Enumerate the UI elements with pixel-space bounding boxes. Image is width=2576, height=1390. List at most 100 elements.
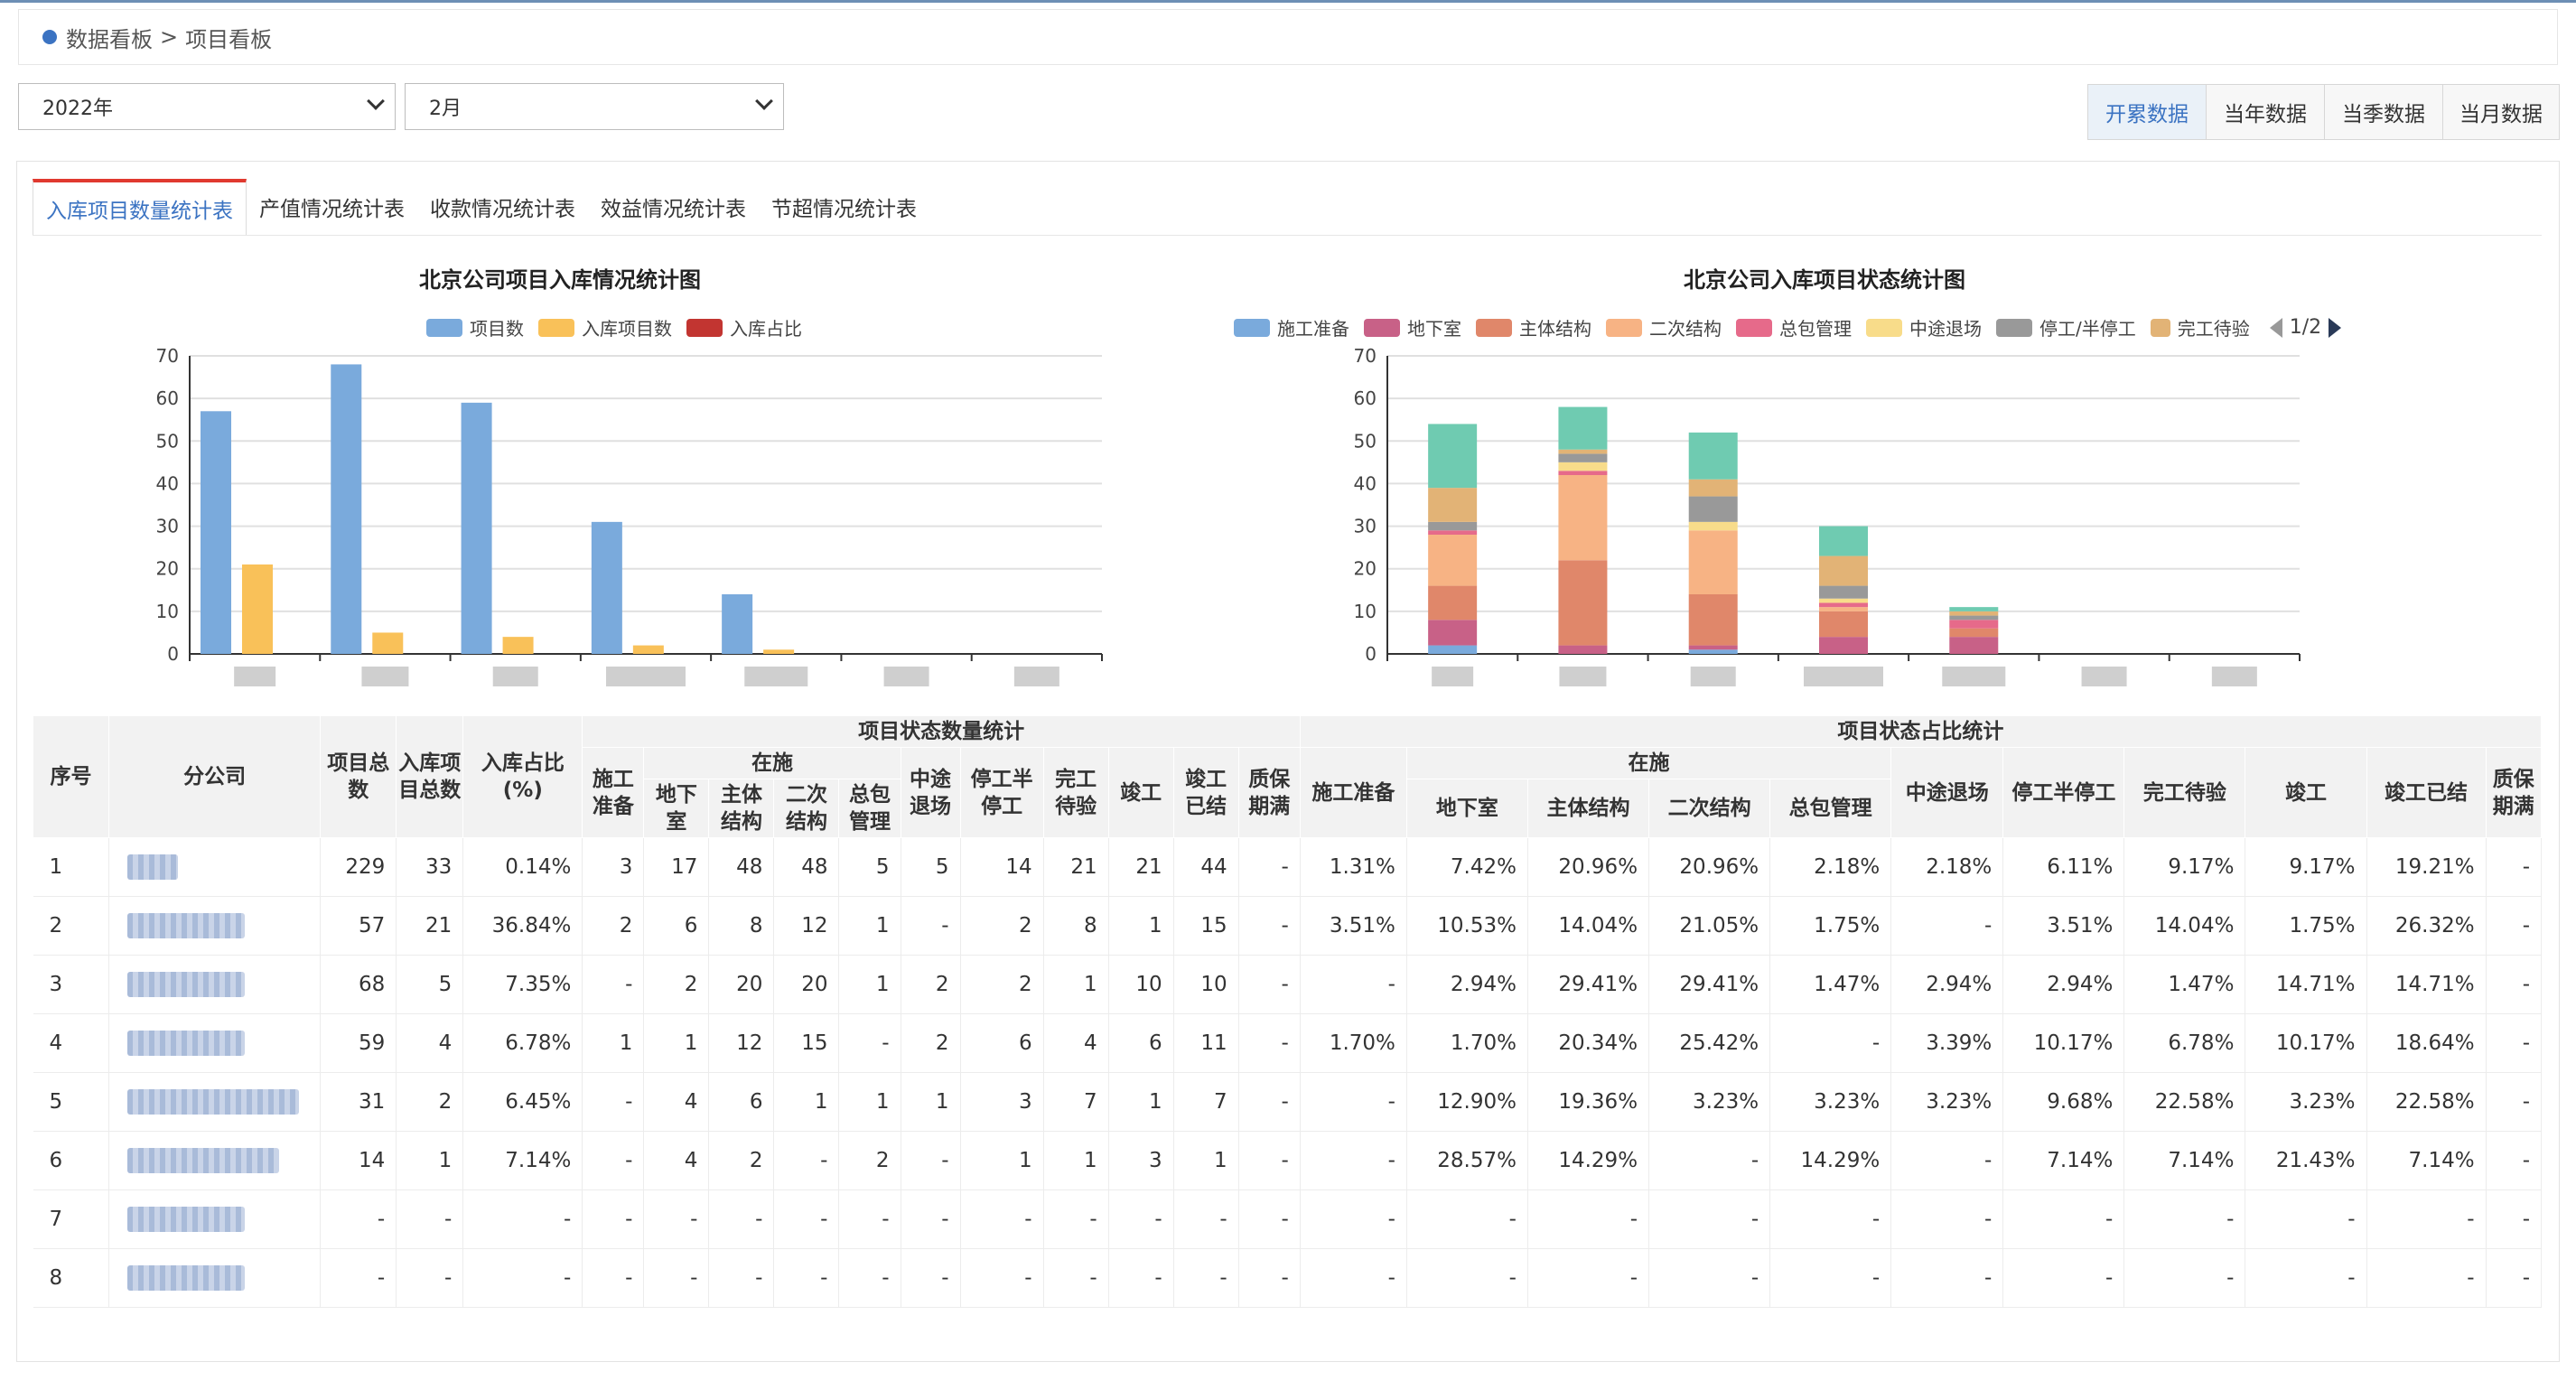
- stack-segment[interactable]: [1688, 594, 1738, 646]
- year-select[interactable]: 2022年: [18, 83, 396, 130]
- year-data-button[interactable]: 当年数据: [2206, 84, 2325, 140]
- th-pct-status: 主体结构: [1526, 779, 1650, 838]
- legend-item[interactable]: 入库项目数: [538, 314, 672, 341]
- stack-segment[interactable]: [1428, 530, 1478, 535]
- th-count-status: 完工待验: [1042, 747, 1109, 838]
- period-button-group: 开累数据 当年数据 当季数据 当月数据: [2087, 84, 2560, 140]
- cell-count: 1: [1173, 1131, 1239, 1190]
- th-count-status: 竣工已结: [1172, 747, 1239, 838]
- bar[interactable]: [632, 645, 664, 654]
- stack-segment[interactable]: [1819, 526, 1868, 556]
- legend-next-icon[interactable]: [2329, 317, 2342, 338]
- legend-item[interactable]: 项目数: [426, 314, 524, 341]
- cell-count: 2: [960, 955, 1044, 1014]
- bar[interactable]: [331, 364, 362, 654]
- stack-segment[interactable]: [1428, 645, 1478, 654]
- bar[interactable]: [461, 402, 492, 654]
- tab-output-value[interactable]: 产值情况统计表: [259, 198, 405, 221]
- tab-stock-count[interactable]: 入库项目数量统计表: [33, 179, 247, 235]
- stack-segment[interactable]: [1688, 479, 1738, 497]
- legend-item[interactable]: 二次结构: [1606, 314, 1722, 341]
- quarter-data-button[interactable]: 当季数据: [2324, 84, 2443, 140]
- stack-segment[interactable]: [1819, 637, 1868, 654]
- legend-item[interactable]: 主体结构: [1476, 314, 1591, 341]
- stack-segment[interactable]: [1949, 620, 1999, 629]
- cell-count: 1: [1108, 1072, 1174, 1132]
- legend-item[interactable]: 停工/半停工: [1996, 314, 2136, 341]
- stack-segment[interactable]: [1949, 611, 1999, 616]
- stack-segment[interactable]: [1819, 611, 1868, 638]
- legend-item[interactable]: 完工待验: [2150, 314, 2250, 341]
- stack-segment[interactable]: [1949, 607, 1999, 611]
- bar[interactable]: [242, 564, 273, 654]
- cumulative-data-button[interactable]: 开累数据: [2087, 84, 2207, 140]
- cell-pct: 10.17%: [2002, 1013, 2125, 1073]
- bar[interactable]: [722, 594, 753, 654]
- stack-segment[interactable]: [1819, 555, 1868, 586]
- legend-item[interactable]: 中途退场: [1866, 314, 1982, 341]
- cell-total: 68: [320, 955, 397, 1014]
- cell-count: -: [1238, 1013, 1301, 1073]
- cell-count: 15: [1173, 896, 1239, 956]
- month-data-button[interactable]: 当月数据: [2442, 84, 2560, 140]
- cell-total: 59: [320, 1013, 397, 1073]
- stack-segment[interactable]: [1558, 645, 1608, 654]
- stack-segment[interactable]: [1428, 620, 1478, 646]
- stack-segment[interactable]: [1428, 521, 1478, 531]
- bar[interactable]: [591, 521, 622, 654]
- stack-segment[interactable]: [1558, 471, 1608, 475]
- x-tick-label-redacted: [1942, 667, 2006, 686]
- stack-segment[interactable]: [1558, 560, 1608, 646]
- stack-segment[interactable]: [1688, 645, 1738, 650]
- legend-item[interactable]: 施工准备: [1234, 314, 1349, 341]
- cell-pct: 6.78%: [2123, 1013, 2246, 1073]
- cell-pct: -: [1890, 1248, 2004, 1308]
- stack-segment[interactable]: [1688, 496, 1738, 522]
- cell-count: -: [582, 1248, 645, 1308]
- table-row: 5 31 2 6.45% -4 6 1 1 1 3 7 1 7- -12.90% 19.36% 3.23% 3.…: [33, 1072, 2543, 1132]
- bar[interactable]: [502, 637, 534, 654]
- chevron-down-icon: [755, 92, 773, 110]
- bar[interactable]: [763, 649, 795, 654]
- stack-segment[interactable]: [1558, 449, 1608, 454]
- stack-segment[interactable]: [1428, 424, 1478, 489]
- stack-segment[interactable]: [1949, 637, 1999, 654]
- tab-benefit[interactable]: 效益情况统计表: [601, 198, 746, 221]
- stack-segment[interactable]: [1428, 535, 1478, 586]
- stack-segment[interactable]: [1819, 602, 1868, 608]
- stack-segment[interactable]: [1949, 628, 1999, 638]
- legend-swatch: [1866, 318, 1902, 337]
- legend-item[interactable]: 地下室: [1364, 314, 1461, 341]
- stack-segment[interactable]: [1428, 488, 1478, 522]
- th-count-zaishi: 在施: [643, 747, 901, 779]
- stack-segment[interactable]: [1949, 615, 1999, 620]
- stack-segment[interactable]: [1688, 649, 1738, 654]
- stack-segment[interactable]: [1558, 406, 1608, 450]
- cell-pct: -: [1406, 1248, 1528, 1308]
- bar[interactable]: [201, 411, 231, 654]
- legend-prev-icon[interactable]: [2269, 317, 2282, 338]
- stack-segment[interactable]: [1688, 521, 1738, 531]
- stack-segment[interactable]: [1558, 462, 1608, 471]
- stack-segment[interactable]: [1428, 585, 1478, 620]
- legend-item[interactable]: 入库占比: [686, 314, 802, 341]
- tab-collection[interactable]: 收款情况统计表: [430, 198, 575, 221]
- month-select[interactable]: 2月: [405, 83, 784, 130]
- stack-segment[interactable]: [1558, 475, 1608, 561]
- breadcrumb-root[interactable]: 数据看板: [66, 26, 153, 52]
- y-tick-label: 0: [1365, 643, 1377, 665]
- stack-segment[interactable]: [1819, 585, 1868, 599]
- stack-segment[interactable]: [1688, 530, 1738, 594]
- legend-item[interactable]: 总包管理: [1736, 314, 1852, 341]
- stack-segment[interactable]: [1558, 453, 1608, 462]
- cell-count: 2: [708, 1131, 775, 1190]
- cell-count: 6: [643, 896, 710, 956]
- cell-count: -: [773, 1131, 840, 1190]
- stack-segment[interactable]: [1688, 432, 1738, 480]
- th-pct-status: 完工待验: [2123, 747, 2246, 838]
- bar[interactable]: [372, 632, 404, 654]
- stack-segment[interactable]: [1819, 598, 1868, 603]
- tab-overrun[interactable]: 节超情况统计表: [771, 198, 917, 221]
- stack-segment[interactable]: [1819, 607, 1868, 611]
- legend-label: 二次结构: [1649, 318, 1722, 340]
